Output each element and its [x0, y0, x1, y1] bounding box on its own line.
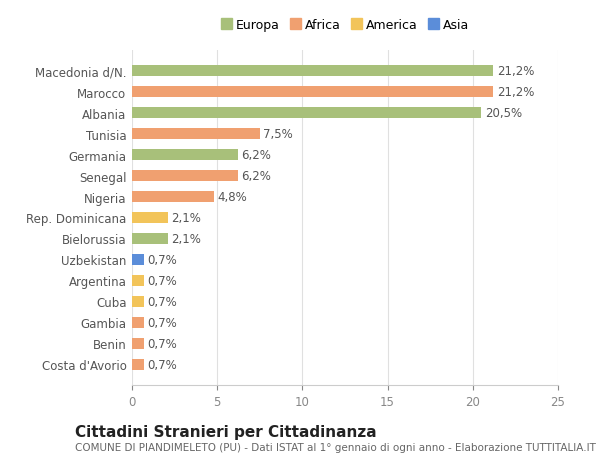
Bar [132, 129, 260, 140]
Text: 4,8%: 4,8% [217, 190, 247, 204]
Bar [132, 296, 144, 308]
Text: 0,7%: 0,7% [148, 337, 177, 350]
Bar [132, 338, 144, 349]
Bar [132, 233, 168, 245]
Text: 20,5%: 20,5% [485, 107, 522, 120]
Text: 0,7%: 0,7% [148, 358, 177, 371]
Bar [132, 317, 144, 329]
Bar [132, 254, 144, 266]
Bar [132, 170, 238, 182]
Text: 6,2%: 6,2% [241, 170, 271, 183]
Text: 2,1%: 2,1% [171, 212, 201, 224]
Text: 6,2%: 6,2% [241, 149, 271, 162]
Text: 2,1%: 2,1% [171, 232, 201, 246]
Text: 7,5%: 7,5% [263, 128, 293, 141]
Text: 21,2%: 21,2% [497, 65, 534, 78]
Bar [132, 87, 493, 98]
Text: Cittadini Stranieri per Cittadinanza: Cittadini Stranieri per Cittadinanza [75, 425, 377, 440]
Bar [132, 359, 144, 370]
Bar [132, 66, 493, 77]
Bar [132, 275, 144, 286]
Text: 0,7%: 0,7% [148, 274, 177, 287]
Text: 0,7%: 0,7% [148, 295, 177, 308]
Legend: Europa, Africa, America, Asia: Europa, Africa, America, Asia [218, 17, 472, 34]
Text: 0,7%: 0,7% [148, 316, 177, 329]
Bar [132, 107, 481, 119]
Text: 21,2%: 21,2% [497, 86, 534, 99]
Bar [132, 212, 168, 224]
Text: COMUNE DI PIANDIMELETO (PU) - Dati ISTAT al 1° gennaio di ogni anno - Elaborazio: COMUNE DI PIANDIMELETO (PU) - Dati ISTAT… [75, 442, 596, 452]
Bar [132, 191, 214, 203]
Text: 0,7%: 0,7% [148, 253, 177, 266]
Bar [132, 150, 238, 161]
